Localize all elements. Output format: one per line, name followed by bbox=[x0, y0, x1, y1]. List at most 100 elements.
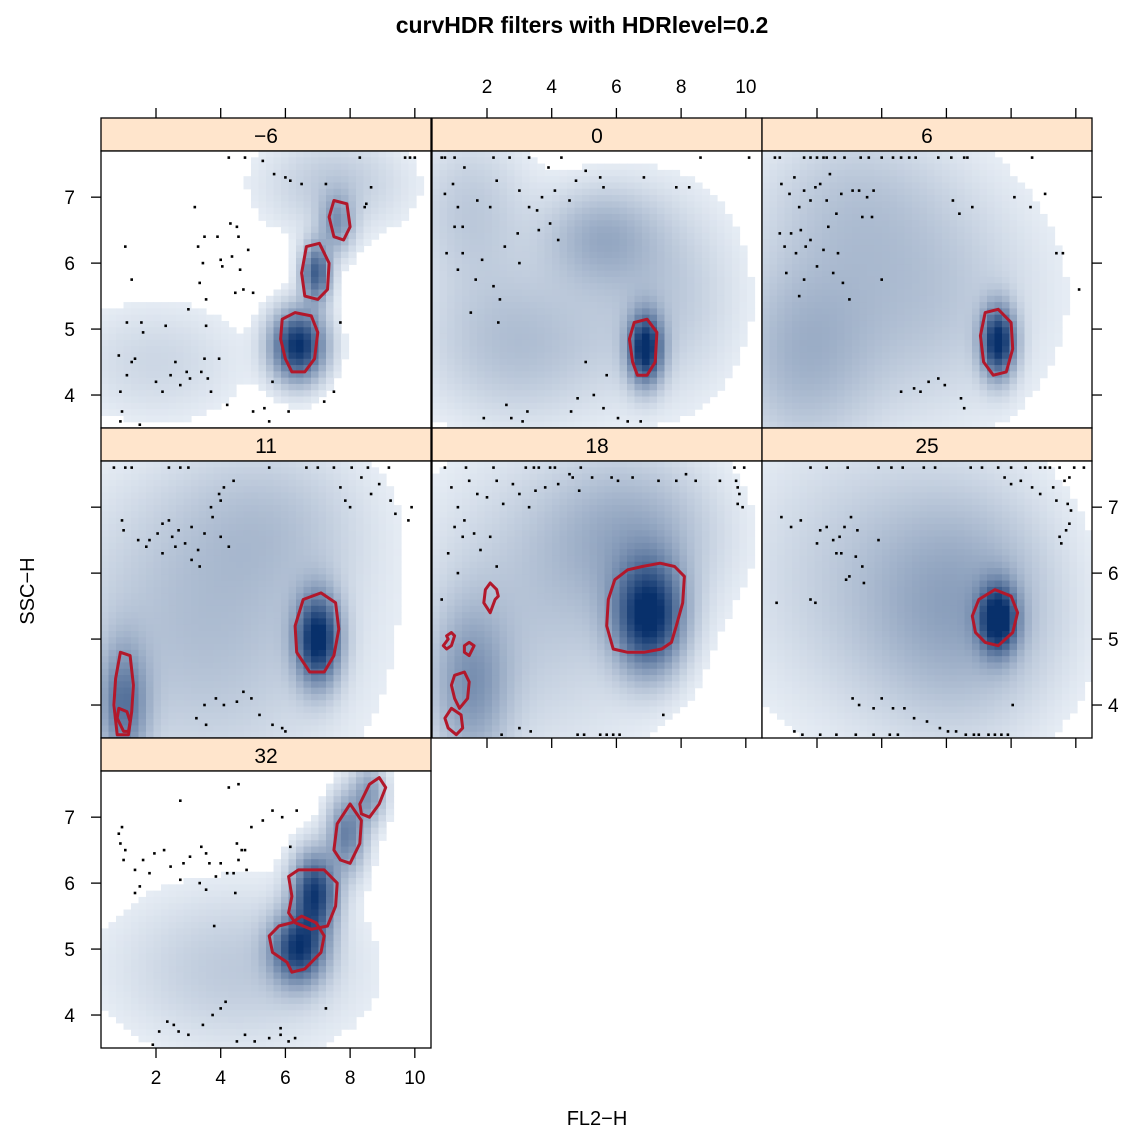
data-point bbox=[198, 881, 201, 885]
data-point bbox=[783, 245, 786, 248]
data-point bbox=[235, 225, 239, 229]
data-point bbox=[872, 733, 875, 736]
panel-strip-label: 11 bbox=[255, 435, 277, 458]
hdr-contour bbox=[279, 311, 320, 374]
data-point bbox=[938, 726, 942, 730]
data-point bbox=[747, 156, 751, 159]
data-point bbox=[497, 321, 500, 324]
data-point bbox=[977, 733, 981, 736]
data-point bbox=[232, 479, 235, 483]
data-point bbox=[780, 182, 783, 186]
data-point bbox=[825, 199, 828, 202]
data-point bbox=[167, 519, 171, 522]
x-tick-label: 10 bbox=[404, 1068, 425, 1089]
density-heatmap bbox=[101, 461, 402, 738]
data-point bbox=[529, 730, 532, 733]
data-point bbox=[495, 479, 498, 483]
panel-strip-label: −6 bbox=[254, 125, 278, 148]
data-point bbox=[1077, 288, 1081, 291]
data-point bbox=[848, 298, 851, 301]
data-point bbox=[151, 1043, 155, 1046]
y-tick-label: 5 bbox=[1108, 630, 1119, 651]
data-point bbox=[626, 420, 629, 423]
data-point bbox=[267, 466, 271, 469]
data-point bbox=[1019, 479, 1023, 483]
data-point bbox=[699, 156, 702, 159]
data-point bbox=[234, 291, 237, 295]
data-point bbox=[190, 558, 193, 562]
data-point bbox=[1030, 486, 1034, 489]
data-point bbox=[120, 519, 124, 522]
data-point bbox=[167, 466, 171, 469]
data-point bbox=[124, 848, 127, 852]
data-point bbox=[1009, 466, 1013, 469]
data-point bbox=[851, 697, 854, 700]
data-point bbox=[862, 581, 866, 585]
data-point bbox=[631, 476, 634, 479]
hdr-contour bbox=[449, 670, 471, 710]
data-point bbox=[222, 486, 226, 489]
data-point bbox=[1068, 476, 1071, 479]
data-point bbox=[117, 354, 121, 357]
data-point bbox=[1003, 476, 1006, 479]
data-point bbox=[825, 156, 828, 159]
data-point bbox=[954, 730, 958, 733]
data-point bbox=[780, 515, 783, 519]
data-point bbox=[843, 525, 846, 529]
data-point bbox=[183, 542, 187, 545]
data-point bbox=[166, 1020, 169, 1023]
data-point bbox=[877, 466, 880, 469]
data-point bbox=[867, 156, 871, 159]
data-point bbox=[527, 505, 531, 509]
hdr-contour bbox=[267, 914, 326, 974]
data-point bbox=[527, 205, 531, 209]
data-point bbox=[474, 278, 477, 281]
data-point bbox=[443, 156, 447, 159]
hdr-contour bbox=[978, 307, 1015, 377]
outlier-points bbox=[775, 466, 1086, 736]
data-point bbox=[284, 176, 287, 179]
panel-strip-label: 25 bbox=[915, 435, 938, 458]
data-point bbox=[899, 390, 903, 393]
data-point bbox=[925, 720, 929, 723]
data-point bbox=[443, 192, 447, 196]
data-point bbox=[119, 420, 122, 423]
data-point bbox=[219, 1007, 222, 1010]
data-point bbox=[505, 403, 508, 407]
data-point bbox=[141, 331, 145, 334]
data-point bbox=[179, 799, 182, 802]
data-point bbox=[1009, 482, 1013, 486]
y-tick-label: 6 bbox=[64, 874, 75, 895]
data-point bbox=[456, 571, 460, 575]
panel-strip-label: 0 bbox=[591, 125, 603, 148]
panel-6: 32 2 4 6 8 10 4 5 6 7 bbox=[64, 737, 432, 1089]
data-point bbox=[537, 228, 541, 232]
data-point bbox=[295, 809, 298, 812]
data-point bbox=[797, 294, 801, 298]
data-point bbox=[119, 390, 122, 393]
data-point bbox=[966, 156, 969, 159]
data-point bbox=[200, 370, 203, 374]
data-point bbox=[987, 733, 990, 736]
data-point bbox=[237, 235, 240, 238]
data-point bbox=[133, 891, 137, 895]
data-point bbox=[1038, 466, 1042, 469]
data-point bbox=[193, 205, 197, 209]
data-point bbox=[216, 235, 219, 238]
y-tick-label: 4 bbox=[1108, 696, 1119, 717]
y-tick-label: 6 bbox=[1108, 564, 1119, 585]
data-point bbox=[736, 502, 739, 506]
data-point bbox=[185, 370, 188, 374]
data-point bbox=[838, 535, 841, 539]
data-point bbox=[742, 466, 746, 469]
data-point bbox=[503, 245, 507, 248]
data-point bbox=[801, 733, 804, 736]
data-point bbox=[793, 176, 796, 179]
data-point bbox=[187, 466, 190, 469]
data-point bbox=[598, 733, 602, 736]
data-point bbox=[962, 406, 966, 410]
data-point bbox=[112, 466, 116, 469]
data-point bbox=[880, 697, 883, 700]
data-point bbox=[204, 852, 208, 855]
data-point bbox=[124, 245, 127, 248]
